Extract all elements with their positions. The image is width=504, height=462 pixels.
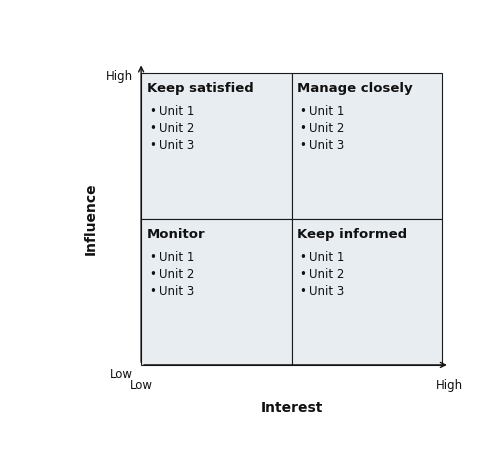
Text: Unit 1: Unit 1	[309, 105, 344, 118]
Text: Unit 2: Unit 2	[159, 268, 194, 281]
Text: •: •	[300, 285, 306, 298]
Text: Unit 2: Unit 2	[309, 268, 344, 281]
Text: •: •	[300, 105, 306, 118]
Text: •: •	[149, 251, 156, 264]
Text: •: •	[300, 268, 306, 281]
Text: •: •	[149, 285, 156, 298]
Text: Keep informed: Keep informed	[297, 228, 408, 241]
Text: Influence: Influence	[83, 183, 97, 255]
Text: High: High	[436, 379, 463, 392]
Text: •: •	[300, 140, 306, 152]
Text: Low: Low	[110, 369, 133, 382]
Text: Unit 3: Unit 3	[309, 140, 344, 152]
Text: •: •	[149, 122, 156, 135]
Text: Unit 3: Unit 3	[159, 285, 194, 298]
Text: Unit 2: Unit 2	[309, 122, 344, 135]
Bar	[141, 219, 291, 365]
Text: Unit 3: Unit 3	[159, 140, 194, 152]
Text: Low: Low	[130, 379, 153, 392]
Bar	[291, 219, 442, 365]
Text: •: •	[149, 140, 156, 152]
Text: High: High	[106, 70, 133, 83]
Bar	[291, 73, 442, 219]
Text: •: •	[300, 122, 306, 135]
Text: Unit 3: Unit 3	[309, 285, 344, 298]
Text: Unit 2: Unit 2	[159, 122, 194, 135]
Text: Unit 1: Unit 1	[309, 251, 344, 264]
Text: Unit 1: Unit 1	[159, 251, 194, 264]
Text: Interest: Interest	[260, 401, 323, 414]
Text: Unit 1: Unit 1	[159, 105, 194, 118]
Bar	[141, 73, 291, 219]
Text: •: •	[300, 251, 306, 264]
Text: Monitor: Monitor	[147, 228, 206, 241]
Text: Keep satisfied: Keep satisfied	[147, 82, 254, 95]
Text: Manage closely: Manage closely	[297, 82, 413, 95]
Text: •: •	[149, 268, 156, 281]
Text: •: •	[149, 105, 156, 118]
